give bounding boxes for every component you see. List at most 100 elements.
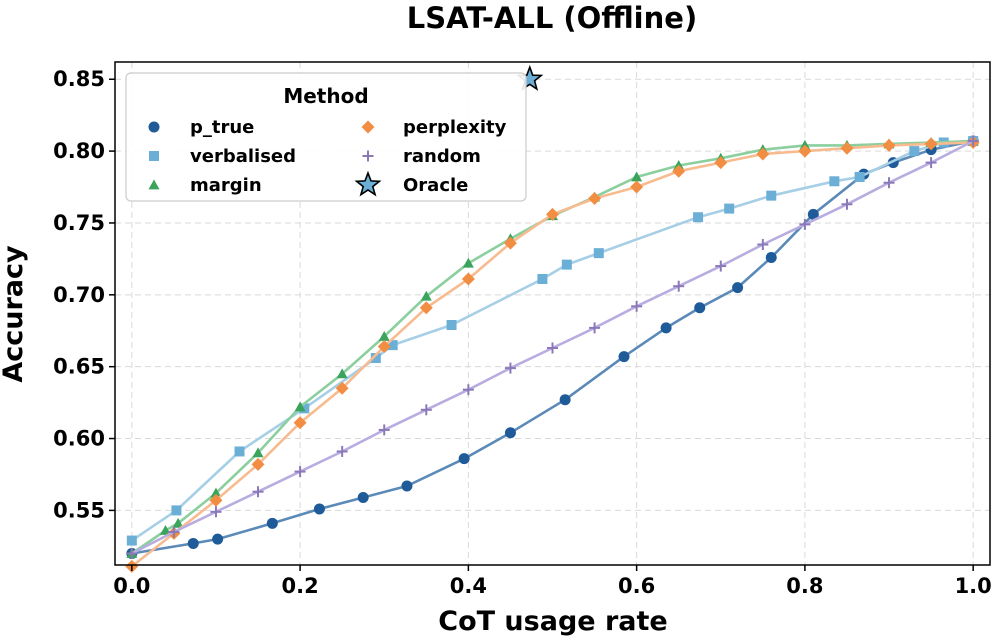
data-point-random	[841, 198, 853, 210]
chart-title: LSAT-ALL (Offline)	[407, 1, 697, 35]
data-point-perplexity	[503, 236, 517, 250]
data-point-perplexity	[630, 180, 644, 194]
legend-marker-p-true	[148, 121, 160, 133]
data-point-p-true	[559, 394, 571, 406]
legend-marker-random	[362, 150, 374, 162]
data-point-p-true	[807, 208, 819, 220]
y-tick-label: 0.70	[53, 283, 105, 307]
legend-item-perplexity: perplexity	[361, 117, 507, 138]
data-point-perplexity	[377, 340, 391, 354]
data-point-perplexity	[588, 192, 602, 206]
data-point-random	[715, 260, 727, 272]
data-point-random	[589, 322, 601, 334]
legend-title: Method	[283, 84, 368, 108]
data-point-p-true	[660, 322, 672, 334]
data-point-margin	[336, 368, 348, 379]
legend-marker-perplexity	[361, 120, 375, 134]
data-point-margin	[210, 487, 222, 498]
y-tick-label: 0.60	[53, 427, 105, 451]
data-point-margin	[420, 290, 432, 301]
data-point-p-true	[458, 453, 470, 465]
data-point-random	[252, 486, 264, 498]
data-point-verbalised	[909, 146, 920, 157]
data-point-verbalised	[234, 446, 245, 457]
data-point-perplexity	[756, 147, 770, 161]
data-point-random	[799, 218, 811, 230]
legend-item-verbalised: verbalised	[149, 146, 296, 167]
data-point-random	[126, 548, 138, 560]
x-tick-label: 0.8	[786, 574, 823, 598]
legend-label-perplexity: perplexity	[403, 117, 507, 138]
data-point-perplexity	[714, 156, 728, 170]
data-point-perplexity	[546, 207, 559, 221]
data-point-margin	[172, 517, 184, 528]
legend-marker-margin	[148, 179, 160, 190]
data-point-p-true	[212, 533, 224, 545]
data-point-random	[925, 157, 937, 169]
series-perplexity	[125, 135, 980, 573]
data-point-verbalised	[126, 535, 137, 546]
legend-marker-oracle	[354, 170, 382, 197]
data-point-verbalised	[299, 403, 310, 414]
data-point-random	[883, 177, 895, 189]
legend-item-oracle: Oracle	[354, 170, 468, 197]
data-point-margin	[252, 447, 264, 458]
data-point-perplexity	[251, 457, 265, 471]
legend-marker-verbalised	[149, 151, 159, 161]
x-tick-label: 1.0	[955, 574, 992, 598]
data-point-p-true	[187, 537, 199, 549]
data-point-random	[378, 424, 390, 436]
data-point-perplexity	[924, 137, 938, 151]
data-point-p-true	[618, 351, 630, 363]
y-tick-label: 0.55	[53, 498, 105, 522]
data-point-p-true	[401, 480, 413, 492]
data-point-random	[757, 239, 769, 251]
data-point-random	[967, 135, 979, 147]
data-point-verbalised	[854, 171, 865, 182]
data-point-random	[631, 300, 643, 312]
data-point-verbalised	[766, 190, 777, 201]
x-tick-label: 0.2	[281, 574, 318, 598]
data-point-verbalised	[829, 176, 840, 187]
data-point-perplexity	[461, 272, 475, 286]
legend-label-oracle: Oracle	[403, 175, 468, 196]
y-axis-label: Accuracy	[0, 245, 29, 383]
legend-box	[125, 72, 527, 202]
data-point-verbalised	[370, 353, 381, 364]
series-random	[126, 135, 979, 560]
data-point-perplexity	[882, 138, 896, 152]
data-point-perplexity	[840, 141, 854, 155]
y-tick-label: 0.75	[53, 211, 105, 235]
data-point-random	[210, 506, 222, 518]
data-point-p-true	[313, 503, 325, 515]
x-tick-label: 0.0	[113, 574, 150, 598]
y-tick-label: 0.80	[53, 139, 105, 163]
data-point-p-true	[694, 302, 706, 314]
data-point-verbalised	[171, 505, 182, 516]
legend: Method p_true verbalised margin perplexity r…	[125, 72, 527, 202]
data-point-p-true	[732, 282, 744, 294]
legend-label-p-true: p_true	[190, 117, 254, 138]
data-point-perplexity	[419, 301, 433, 315]
data-point-verbalised	[561, 259, 572, 270]
data-point-perplexity	[209, 493, 223, 507]
legend-item-p-true: p_true	[148, 117, 254, 138]
legend-label-random: random	[403, 146, 481, 167]
data-point-random	[336, 445, 348, 457]
data-point-margin	[378, 330, 390, 341]
data-point-random	[547, 342, 558, 354]
data-point-verbalised	[446, 319, 457, 330]
legend-item-random: random	[362, 146, 481, 167]
y-tick-label: 0.65	[53, 355, 105, 379]
data-point-p-true	[765, 251, 777, 263]
data-point-random	[504, 362, 516, 374]
data-point-p-true	[504, 427, 516, 439]
legend-label-margin: margin	[190, 175, 262, 196]
x-tick-label: 0.6	[618, 574, 655, 598]
data-point-verbalised	[724, 203, 735, 214]
legend-item-margin: margin	[148, 175, 262, 196]
axis-ticks: 0.0 0.2 0.4 0.6 0.8 1.0 0.55 0.60 0.65 0.70 0.75 0.…	[53, 67, 992, 598]
data-point-verbalised	[537, 274, 548, 285]
data-point-random	[673, 280, 685, 292]
data-point-p-true	[266, 517, 278, 529]
